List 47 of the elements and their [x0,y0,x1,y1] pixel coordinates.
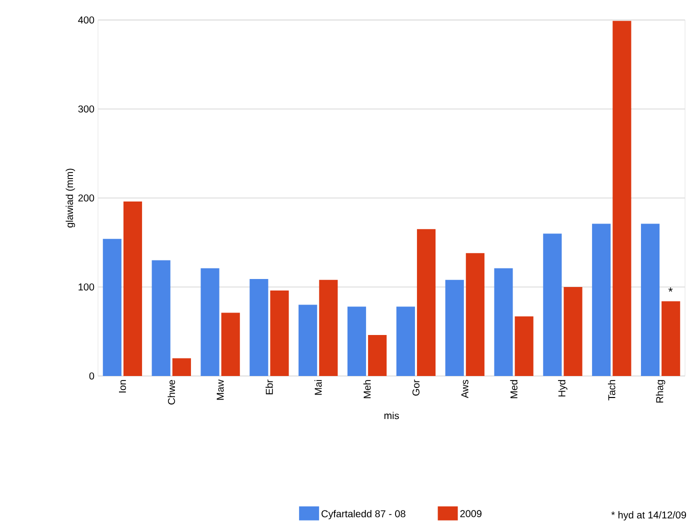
x-axis-title: mis [384,412,399,420]
legend-label: Cyfartaledd 87 - 08 [322,510,406,520]
bar [102,238,122,376]
bar [466,253,484,376]
bar [416,229,436,376]
bar [172,358,191,376]
x-tick-label: Hyd [558,380,568,396]
legend-label: 2009 [460,510,482,518]
bar [494,268,513,376]
x-tick-label: Gor [412,380,420,396]
bar [514,316,534,376]
bar [368,335,387,376]
bar [347,306,366,376]
x-tick-label: Aws [461,380,468,398]
bar [612,20,632,376]
bar [319,280,338,376]
x-tick-label: Tach [608,380,616,400]
y-tick-label: 400 [78,16,94,24]
bar [221,312,240,376]
y-axis-title: glawiad (mm) [66,168,76,228]
text: * hyd at 14/12/09 [611,511,686,520]
x-tick-label: Chwe [168,380,176,404]
bar [445,280,464,376]
bar [396,306,415,376]
bar [270,290,289,376]
bar [640,224,660,376]
bar [200,268,220,376]
bar [543,234,562,376]
x-tick-label: Mai [314,380,322,395]
x-tick-label: Meh [363,380,371,398]
bar [592,224,611,376]
x-tick-label: Med [510,380,518,398]
y-tick-label: 0 [89,372,94,380]
bar [298,304,318,376]
y-tick-label: 300 [78,105,94,113]
x-tick-label: Ion [118,380,126,392]
y-tick-label: 200 [78,194,94,202]
y-tick-label: 100 [78,283,94,291]
bar [662,301,680,376]
bar [152,260,170,376]
x-tick-label: Rhag [656,380,666,403]
bar [564,286,582,376]
x-tick-label: Maw [216,379,224,400]
x-tick-label: Ebr [266,380,273,394]
annotation: * [668,287,673,292]
bar [123,202,142,376]
bar [250,278,268,376]
